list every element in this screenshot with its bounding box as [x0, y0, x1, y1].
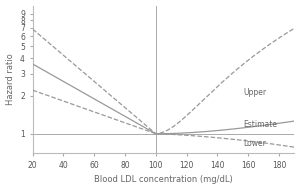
Text: Upper: Upper — [244, 88, 267, 97]
Text: Estimate: Estimate — [244, 120, 278, 129]
Text: Lower: Lower — [244, 139, 266, 148]
X-axis label: Blood LDL concentration (mg/dL): Blood LDL concentration (mg/dL) — [94, 175, 233, 184]
Y-axis label: Hazard ratio: Hazard ratio — [6, 54, 15, 105]
